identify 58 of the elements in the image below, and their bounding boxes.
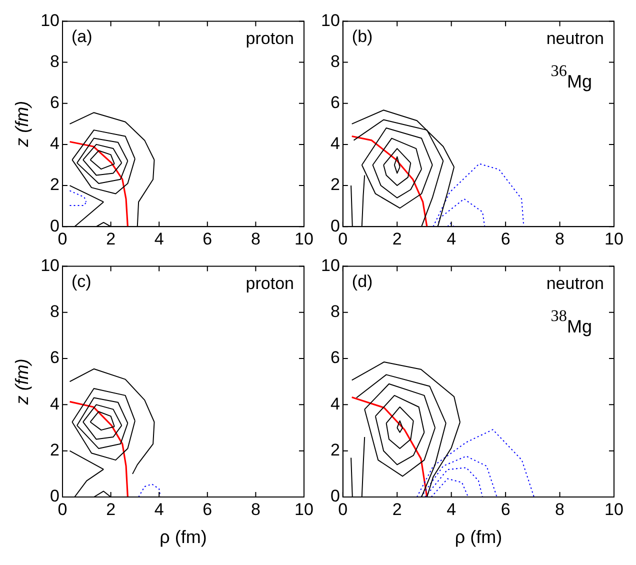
x-tick-label: 2	[392, 500, 402, 519]
annotation: neutron	[546, 29, 604, 50]
x-tick-label: 8	[250, 229, 260, 248]
annotation: proton	[246, 274, 294, 294]
annotation: (c)	[72, 272, 92, 292]
y-tick-label: 4	[330, 394, 340, 414]
y-tick-label: 0	[50, 216, 60, 236]
y-tick-label: 6	[330, 93, 340, 112]
y-tick-label: 2	[50, 440, 60, 460]
x-tick-label: 6	[202, 229, 212, 248]
y-tick-label: 8	[330, 52, 340, 71]
x-tick-label: 2	[106, 500, 116, 519]
x-tick-label: 10	[604, 229, 624, 248]
y-tick-label: 4	[330, 134, 340, 154]
x-tick-label: 10	[294, 229, 314, 248]
x-tick-label: 4	[154, 500, 164, 519]
y-tick-label: 6	[50, 93, 60, 112]
y-tick-label: 4	[50, 134, 60, 154]
annotation: (a)	[72, 27, 92, 48]
x-tick-label: 8	[555, 500, 565, 519]
x-axis-title: ρ (fm)	[454, 527, 502, 548]
x-tick-label: 4	[446, 229, 456, 248]
x-tick-label: 8	[555, 229, 565, 248]
annotation: (d)	[352, 272, 373, 292]
x-tick-label: 6	[202, 500, 212, 519]
y-tick-label: 10	[320, 10, 340, 30]
x-tick-label: 4	[154, 229, 164, 248]
annotation: (b)	[352, 27, 373, 48]
y-tick-label: 2	[330, 440, 340, 460]
x-tick-label: 6	[500, 229, 510, 248]
y-tick-label: 2	[50, 175, 60, 194]
y-tick-label: 10	[40, 256, 60, 275]
y-tick-label: 4	[50, 394, 60, 414]
annotation: proton	[246, 29, 294, 50]
x-tick-label: 10	[294, 500, 314, 519]
y-tick-label: 6	[330, 348, 340, 368]
y-tick-label: 8	[50, 302, 60, 322]
y-tick-label: 0	[330, 486, 340, 506]
y-tick-label: 0	[330, 216, 340, 236]
x-tick-label: 10	[604, 500, 624, 519]
y-axis-title: z (fm)	[12, 358, 32, 406]
x-tick-label: 4	[446, 500, 456, 519]
y-tick-label: 6	[50, 348, 60, 368]
x-tick-label: 8	[250, 500, 260, 519]
y-axis-title: z (fm)	[12, 100, 32, 148]
x-tick-label: 2	[392, 229, 402, 248]
annotation: $^{38}$Mg	[550, 307, 592, 337]
x-tick-label: 2	[106, 229, 116, 248]
y-tick-label: 8	[50, 52, 60, 71]
y-tick-label: 2	[330, 175, 340, 194]
annotation: neutron	[546, 274, 604, 294]
annotation: $^{36}$Mg	[550, 62, 592, 92]
x-tick-label: 6	[500, 500, 510, 519]
y-tick-label: 0	[50, 486, 60, 506]
y-tick-label: 10	[40, 10, 60, 30]
y-tick-label: 10	[320, 256, 340, 275]
y-tick-label: 8	[330, 302, 340, 322]
x-axis-title: ρ (fm)	[160, 527, 207, 548]
